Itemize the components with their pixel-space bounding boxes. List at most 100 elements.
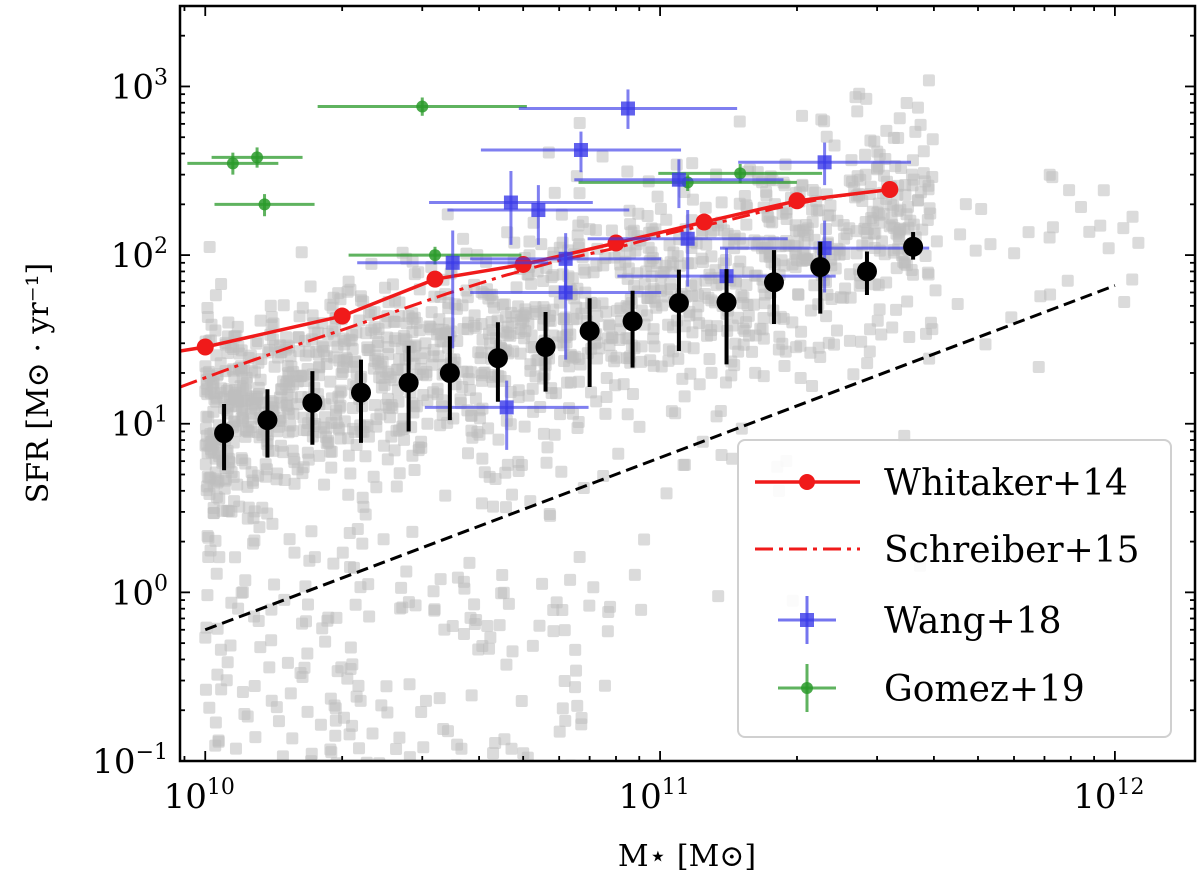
cloud-point (304, 280, 317, 293)
cloud-point (734, 255, 747, 268)
cloud-point (199, 683, 212, 696)
cloud-point (748, 234, 761, 247)
cloud-point (382, 348, 395, 361)
cloud-point (820, 310, 833, 323)
cloud-point (476, 639, 489, 652)
cloud-point (700, 319, 713, 332)
cloud-point (1005, 311, 1018, 324)
cloud-point (212, 734, 225, 747)
cloud-point (301, 705, 314, 718)
cloud-point (573, 116, 586, 129)
cloud-point (496, 569, 509, 582)
y-tick-label: 100 (111, 571, 168, 613)
cloud-point (235, 586, 248, 599)
cloud-point (250, 337, 263, 350)
cloud-point (527, 216, 540, 229)
cloud-point (395, 581, 408, 594)
cloud-point (1063, 184, 1076, 197)
cloud-point (573, 187, 586, 200)
cloud-point (499, 501, 512, 514)
cloud-point (389, 332, 402, 345)
cloud-point (464, 611, 477, 624)
cloud-point (525, 277, 538, 290)
cloud-point (281, 656, 294, 669)
cloud-point (558, 675, 571, 688)
cloud-point (812, 204, 825, 217)
cloud-point (806, 380, 819, 393)
cloud-point (924, 207, 937, 220)
whitaker-point (695, 213, 713, 231)
cloud-point (302, 345, 315, 358)
cloud-point (554, 408, 567, 421)
cloud-point (541, 441, 554, 454)
cloud-point (493, 619, 506, 632)
cloud-point (254, 314, 267, 327)
cloud-point (235, 412, 248, 425)
x-tick-label: 1012 (1073, 775, 1144, 817)
cloud-point (209, 716, 222, 729)
cloud-point (542, 146, 555, 159)
y-tick-label: 102 (111, 234, 168, 276)
cloud-point (651, 190, 664, 203)
cloud-point (278, 593, 291, 606)
whitaker-point (607, 234, 625, 252)
cloud-point (428, 290, 441, 303)
legend-label-schreiber: Schreiber+15 (884, 530, 1140, 571)
cloud-point (665, 405, 678, 418)
binned-point (622, 311, 643, 332)
cloud-point (575, 712, 588, 725)
cloud-point (975, 202, 988, 215)
cloud-point (903, 330, 916, 343)
cloud-point (457, 575, 470, 588)
cloud-point (504, 329, 517, 342)
cloud-point (556, 702, 569, 715)
cloud-point (798, 236, 811, 249)
cloud-point (1044, 288, 1057, 301)
cloud-point (457, 323, 470, 336)
cloud-point (475, 497, 488, 510)
wang-point (671, 172, 686, 187)
whitaker-point (426, 270, 444, 288)
cloud-point (211, 622, 224, 635)
cloud-point (886, 218, 899, 231)
cloud-point (366, 727, 379, 740)
cloud-point (901, 295, 914, 308)
legend-marker-wang (800, 613, 814, 627)
cloud-point (864, 323, 877, 336)
cloud-point (679, 340, 692, 353)
x-tick-label: 1011 (618, 775, 689, 817)
legend-label-whitaker: Whitaker+14 (884, 463, 1128, 504)
cloud-point (492, 433, 505, 446)
cloud-point (434, 419, 447, 432)
cloud-point (415, 705, 428, 718)
cloud-point (628, 568, 641, 581)
cloud-point (363, 308, 376, 321)
cloud-point (845, 154, 858, 167)
cloud-point (396, 420, 409, 433)
cloud-point (536, 577, 549, 590)
wang-point (573, 142, 588, 157)
cloud-point (548, 428, 561, 441)
cloud-point (818, 115, 831, 128)
cloud-point (408, 463, 421, 476)
dashed-threshold-layer (204, 284, 1116, 632)
cloud-point (249, 731, 262, 744)
legend-entry-wang: Wang+18 (778, 596, 1062, 644)
cloud-point (519, 307, 532, 320)
cloud-point (201, 470, 214, 483)
cloud-point (641, 291, 654, 304)
cloud-point (286, 444, 299, 457)
cloud-point (325, 461, 338, 474)
cloud-point (487, 500, 500, 513)
cloud-point (421, 417, 434, 430)
legend-marker-gomez (801, 682, 813, 694)
cloud-point (349, 598, 362, 611)
cloud-point (749, 366, 762, 379)
cloud-point (473, 428, 486, 441)
cloud-point (301, 647, 314, 660)
cloud-point (773, 330, 786, 343)
cloud-point (285, 391, 298, 404)
binned-point (487, 348, 508, 369)
cloud-point (221, 656, 234, 669)
cloud-point (608, 355, 621, 368)
